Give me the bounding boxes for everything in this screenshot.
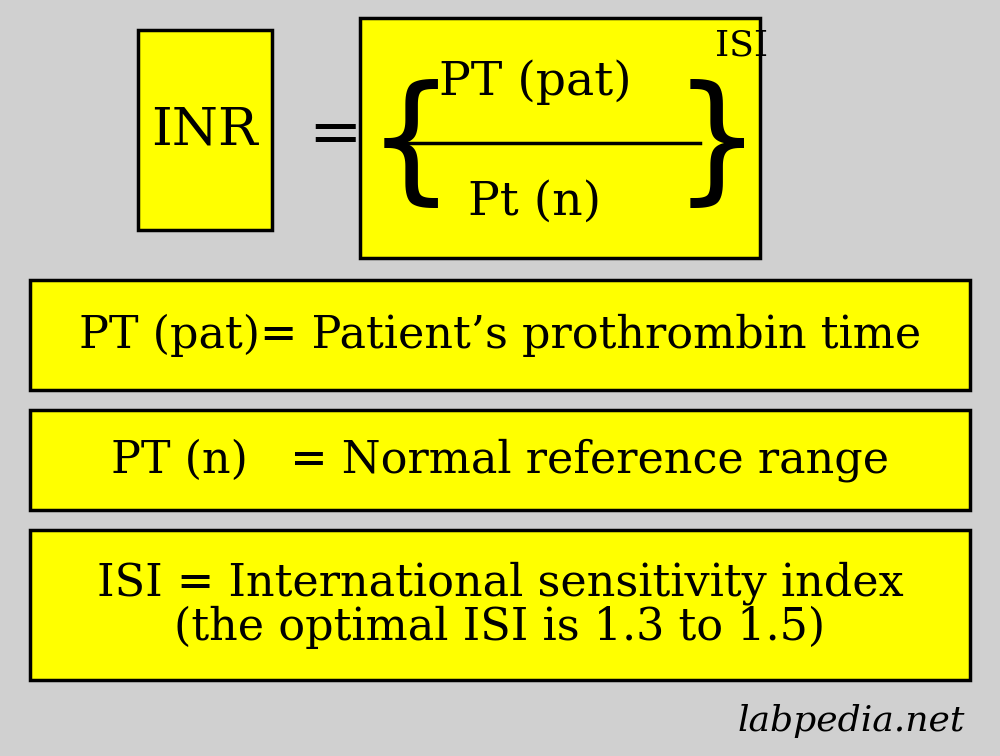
Text: labpedia.net: labpedia.net [738, 704, 965, 738]
Text: $\}$: $\}$ [672, 79, 744, 213]
Text: INR: INR [152, 104, 258, 156]
FancyBboxPatch shape [30, 410, 970, 510]
Text: $\{$: $\{$ [366, 79, 438, 213]
Text: ISI: ISI [715, 29, 769, 63]
FancyBboxPatch shape [360, 18, 760, 258]
Text: (the optimal ISI is 1.3 to 1.5): (the optimal ISI is 1.3 to 1.5) [174, 606, 826, 649]
Text: PT (pat): PT (pat) [439, 60, 631, 105]
FancyBboxPatch shape [30, 530, 970, 680]
Text: =: = [308, 104, 362, 166]
Text: Pt (n): Pt (n) [468, 180, 602, 225]
Text: ISI = International sensitivity index: ISI = International sensitivity index [97, 561, 903, 605]
Text: PT (pat)= Patient’s prothrombin time: PT (pat)= Patient’s prothrombin time [79, 314, 921, 357]
Text: PT (n)   = Normal reference range: PT (n) = Normal reference range [111, 438, 889, 482]
FancyBboxPatch shape [138, 30, 272, 230]
FancyBboxPatch shape [30, 280, 970, 390]
